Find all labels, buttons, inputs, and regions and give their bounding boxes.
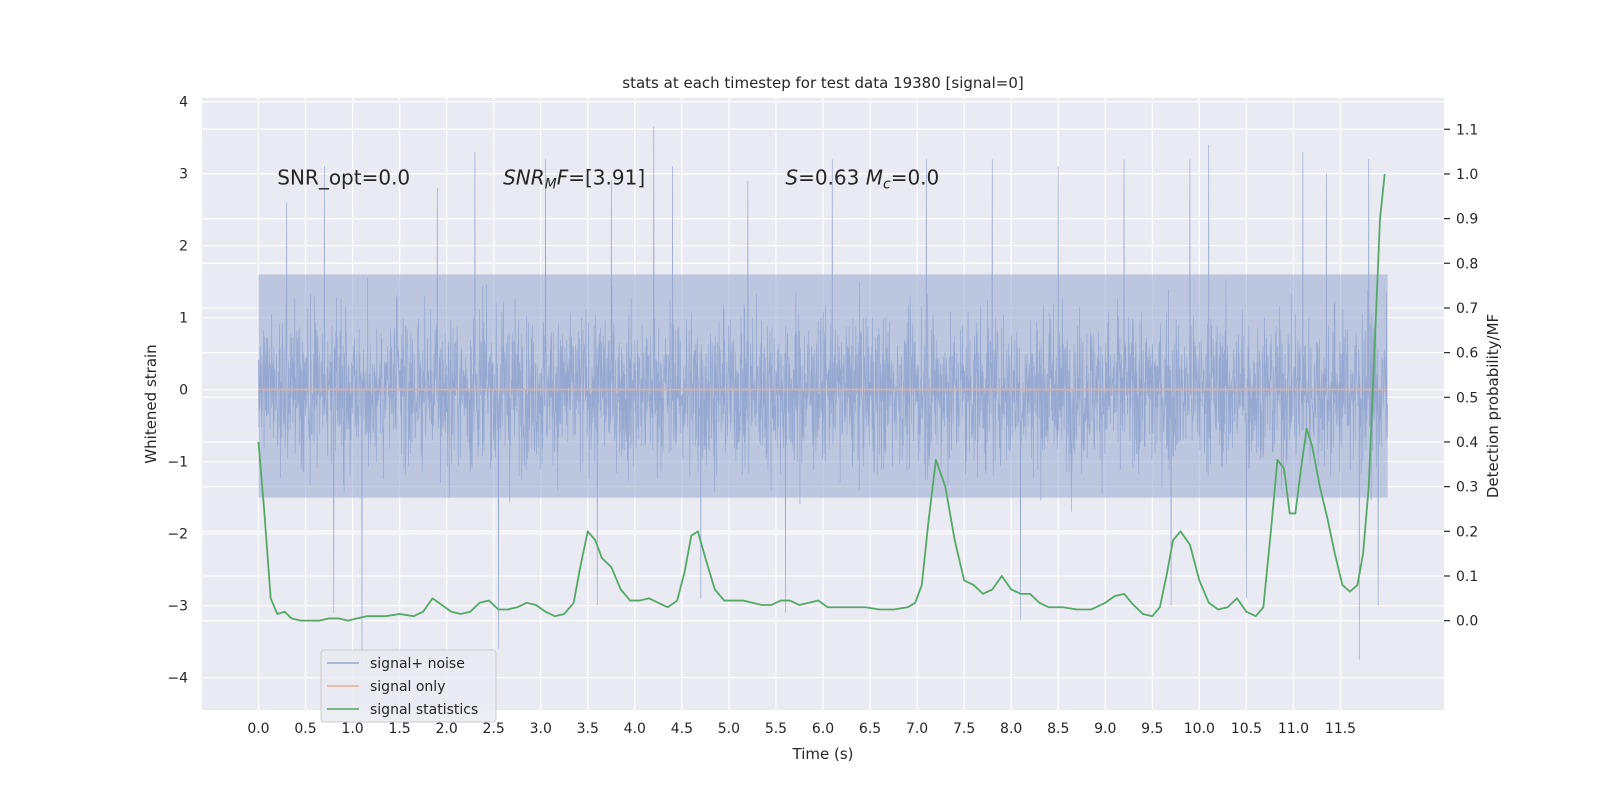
y2-tick-label: 0.4	[1456, 435, 1478, 451]
x-tick-label: 10.0	[1184, 721, 1215, 737]
annotation-text: SNRMF=[3.91]	[503, 165, 645, 192]
annotation-text: S=0.63 Mc=0.0	[785, 165, 939, 192]
x-tick-label: 9.0	[1094, 721, 1116, 737]
x-tick-label: 4.0	[624, 721, 646, 737]
y2-tick-label: 0.7	[1456, 301, 1478, 317]
y2-tick-label: 0.3	[1456, 480, 1478, 496]
x-tick-label: 11.0	[1278, 721, 1309, 737]
y-tick-label: −2	[167, 527, 188, 543]
x-tick-label: 0.0	[247, 721, 269, 737]
y2-tick-label: 0.6	[1456, 346, 1478, 362]
chart-title: stats at each timestep for test data 193…	[622, 74, 1023, 92]
y-axis-title: Whitened strain	[142, 344, 160, 463]
y2-tick-label: 1.0	[1456, 167, 1478, 183]
y2-tick-label: 0.5	[1456, 390, 1478, 406]
axes: 0.0 0.5 1.0 1.5 2.0 2.5 3.0 3.5 4.0 4.5 5.0 5.5 6.0 6…	[167, 95, 1478, 737]
x-tick-label: 1.5	[388, 721, 410, 737]
y2-tick-label: 0.8	[1456, 256, 1478, 272]
x-tick-label: 1.0	[341, 721, 363, 737]
x-tick-label: 4.5	[671, 721, 693, 737]
series-signal-statistics	[257, 173, 1386, 622]
x-axis-title: Time (s)	[792, 745, 854, 763]
legend-label-signal-statistics: signal statistics	[370, 702, 478, 718]
x-tick-label: 7.5	[953, 721, 975, 737]
y-tick-label: −3	[167, 599, 188, 615]
legend-label-signal-noise: signal+ noise	[370, 656, 465, 672]
x-tick-label: 7.0	[906, 721, 928, 737]
annotations: SNR_opt=0.0 SNRMF=[3.91] S=0.63 Mc=0.0	[277, 165, 939, 192]
legend-box	[320, 649, 497, 723]
x-tick-label: 6.5	[859, 721, 881, 737]
x-tick-label: 3.5	[577, 721, 599, 737]
y-tick-label: −1	[167, 455, 188, 471]
y-tick-label: −4	[167, 671, 188, 687]
x-tick-label: 8.5	[1047, 721, 1069, 737]
x-tick-label: 5.0	[718, 721, 740, 737]
y2-tick-label: 0.9	[1456, 212, 1478, 228]
y2-tick-label: 0.1	[1456, 569, 1478, 585]
y-tick-label: 1	[179, 311, 188, 327]
y2-tick-label: 1.1	[1456, 122, 1478, 138]
y-tick-label: 4	[179, 95, 188, 111]
noise-trace	[258, 126, 1388, 664]
y-tick-label: 3	[179, 167, 188, 183]
y2-tick-label: 0.0	[1456, 614, 1478, 630]
annotation-text: SNR_opt=0.0	[277, 165, 410, 189]
y2-axis-title: Detection probability/MF	[1484, 314, 1502, 498]
x-tick-label: 9.5	[1141, 721, 1163, 737]
line-series	[257, 173, 1388, 622]
x-tick-label: 3.0	[530, 721, 552, 737]
x-tick-label: 8.0	[1000, 721, 1022, 737]
series-signal-noise	[258, 126, 1388, 664]
x-tick-label: 2.0	[436, 721, 458, 737]
x-tick-label: 6.0	[812, 721, 834, 737]
y2-tick-label: 0.2	[1456, 524, 1478, 540]
x-tick-label: 0.5	[294, 721, 316, 737]
legend: signal+ noise signal only signal statist…	[320, 649, 497, 723]
y-tick-label: 0	[179, 383, 188, 399]
legend-label-signal-only: signal only	[370, 679, 445, 695]
y-tick-label: 2	[179, 239, 188, 255]
x-tick-label: 11.5	[1325, 721, 1356, 737]
x-tick-label: 5.5	[765, 721, 787, 737]
x-tick-label: 10.5	[1231, 721, 1262, 737]
x-tick-label: 2.5	[483, 721, 505, 737]
